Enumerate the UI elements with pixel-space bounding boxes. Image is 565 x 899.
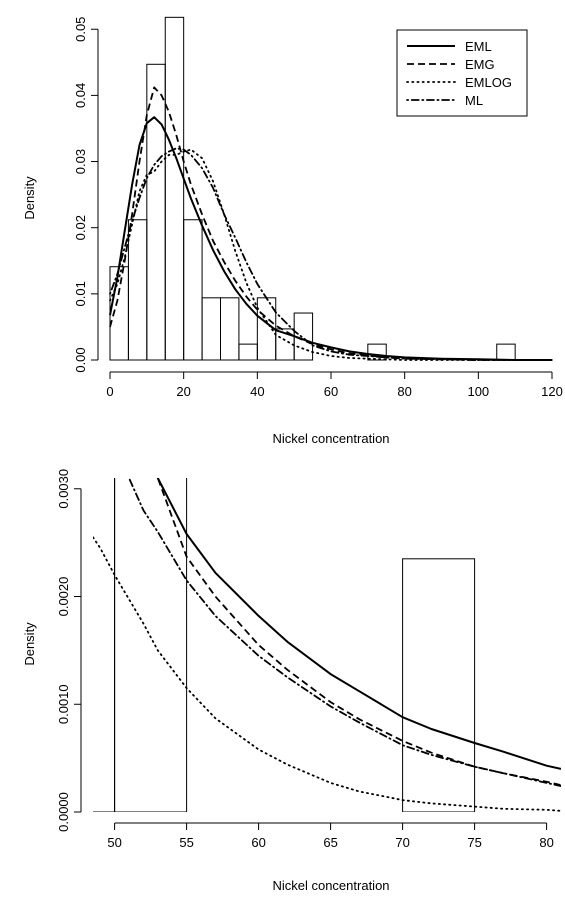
top-y-tick-label: 0.04 [73, 83, 88, 108]
bottom-x-tick-label: 60 [251, 835, 265, 850]
bottom-x-axis: 50 55 60 65 70 75 80 [107, 822, 554, 850]
top-x-axis: 0 20 40 60 80 100 120 [106, 371, 563, 399]
top-histogram-bar [146, 63, 166, 361]
top-y-tick-label: 0.01 [73, 281, 88, 306]
top-histogram-bar [201, 297, 221, 361]
legend-label-emg: EMG [465, 57, 495, 72]
bottom-x-tick-label: 55 [179, 835, 193, 850]
top-curve-eml [109, 116, 552, 361]
bottom-curve-eml [156, 478, 561, 770]
bottom-x-tick-label: 70 [395, 835, 409, 850]
top-histogram-bar [367, 343, 387, 361]
top-histogram-bar [220, 297, 240, 361]
top-curve-ml [109, 147, 553, 361]
bottom-panel: 50 55 60 65 70 75 80 0.00000.00100.00200.0030 … [22, 469, 561, 893]
top-x-tick-label: 100 [467, 384, 489, 399]
top-y-axis: 0.00 0.01 0.02 0.03 0.04 0.05 [73, 17, 99, 373]
bottom-y-axis-label: Density [22, 622, 37, 666]
top-histogram-bar [238, 343, 258, 361]
top-y-tick-label: 0.05 [73, 17, 88, 42]
top-histogram-bar [127, 219, 148, 361]
bottom-y-tick-label: 0.0020 [56, 577, 71, 617]
bottom-histogram-bar [402, 558, 476, 812]
top-x-tick-label: 40 [250, 384, 264, 399]
top-x-tick-label: 0 [106, 384, 113, 399]
top-x-axis-label: Nickel concentration [272, 431, 389, 446]
bottom-histogram-bar [93, 478, 116, 812]
bottom-x-tick-label: 75 [467, 835, 481, 850]
top-histogram-bar [183, 219, 203, 361]
top-y-tick-label: 0.02 [73, 215, 88, 240]
top-density-curves [109, 86, 553, 361]
bottom-x-tick-label: 65 [323, 835, 337, 850]
bottom-y-axis: 0.0000 0.0010 0.0020 0.0030 [56, 469, 82, 832]
top-histogram-bar [164, 16, 185, 361]
bottom-x-axis-label: Nickel concentration [272, 878, 389, 893]
legend: EML EMG EMLOG ML [396, 29, 528, 117]
top-panel: 0 20 40 60 80 100 120 0.00 0.01 0.02 0.03 0.04 0.05… [22, 17, 563, 446]
legend-label-ml: ML [465, 93, 483, 108]
bottom-y-tick-label: 0.0030 [56, 469, 71, 509]
top-histogram-bar [496, 343, 516, 361]
bottom-y-tick-label: 0.0010 [56, 684, 71, 724]
bottom-histogram [93, 478, 476, 812]
bottom-x-tick-label: 50 [107, 835, 121, 850]
top-y-tick-label: 0.00 [73, 347, 88, 372]
top-x-tick-label: 80 [397, 384, 411, 399]
bottom-y-tick-label: 0.0000 [56, 792, 71, 832]
top-x-tick-label: 60 [324, 384, 338, 399]
top-curve-emg [109, 86, 552, 361]
top-curve-emlog [109, 148, 553, 361]
bottom-density-curves [93, 478, 561, 812]
top-y-axis-label: Density [22, 176, 37, 220]
top-y-tick-label: 0.03 [73, 149, 88, 174]
bottom-curve-ml [127, 478, 561, 787]
legend-box [396, 29, 528, 117]
legend-label-eml: EML [465, 39, 492, 54]
top-x-tick-label: 120 [541, 384, 563, 399]
bottom-x-tick-label: 80 [539, 835, 553, 850]
top-x-tick-label: 20 [176, 384, 190, 399]
bottom-histogram-bar [114, 478, 188, 812]
legend-label-emlog: EMLOG [465, 75, 512, 90]
bottom-curve-emg [156, 478, 561, 786]
